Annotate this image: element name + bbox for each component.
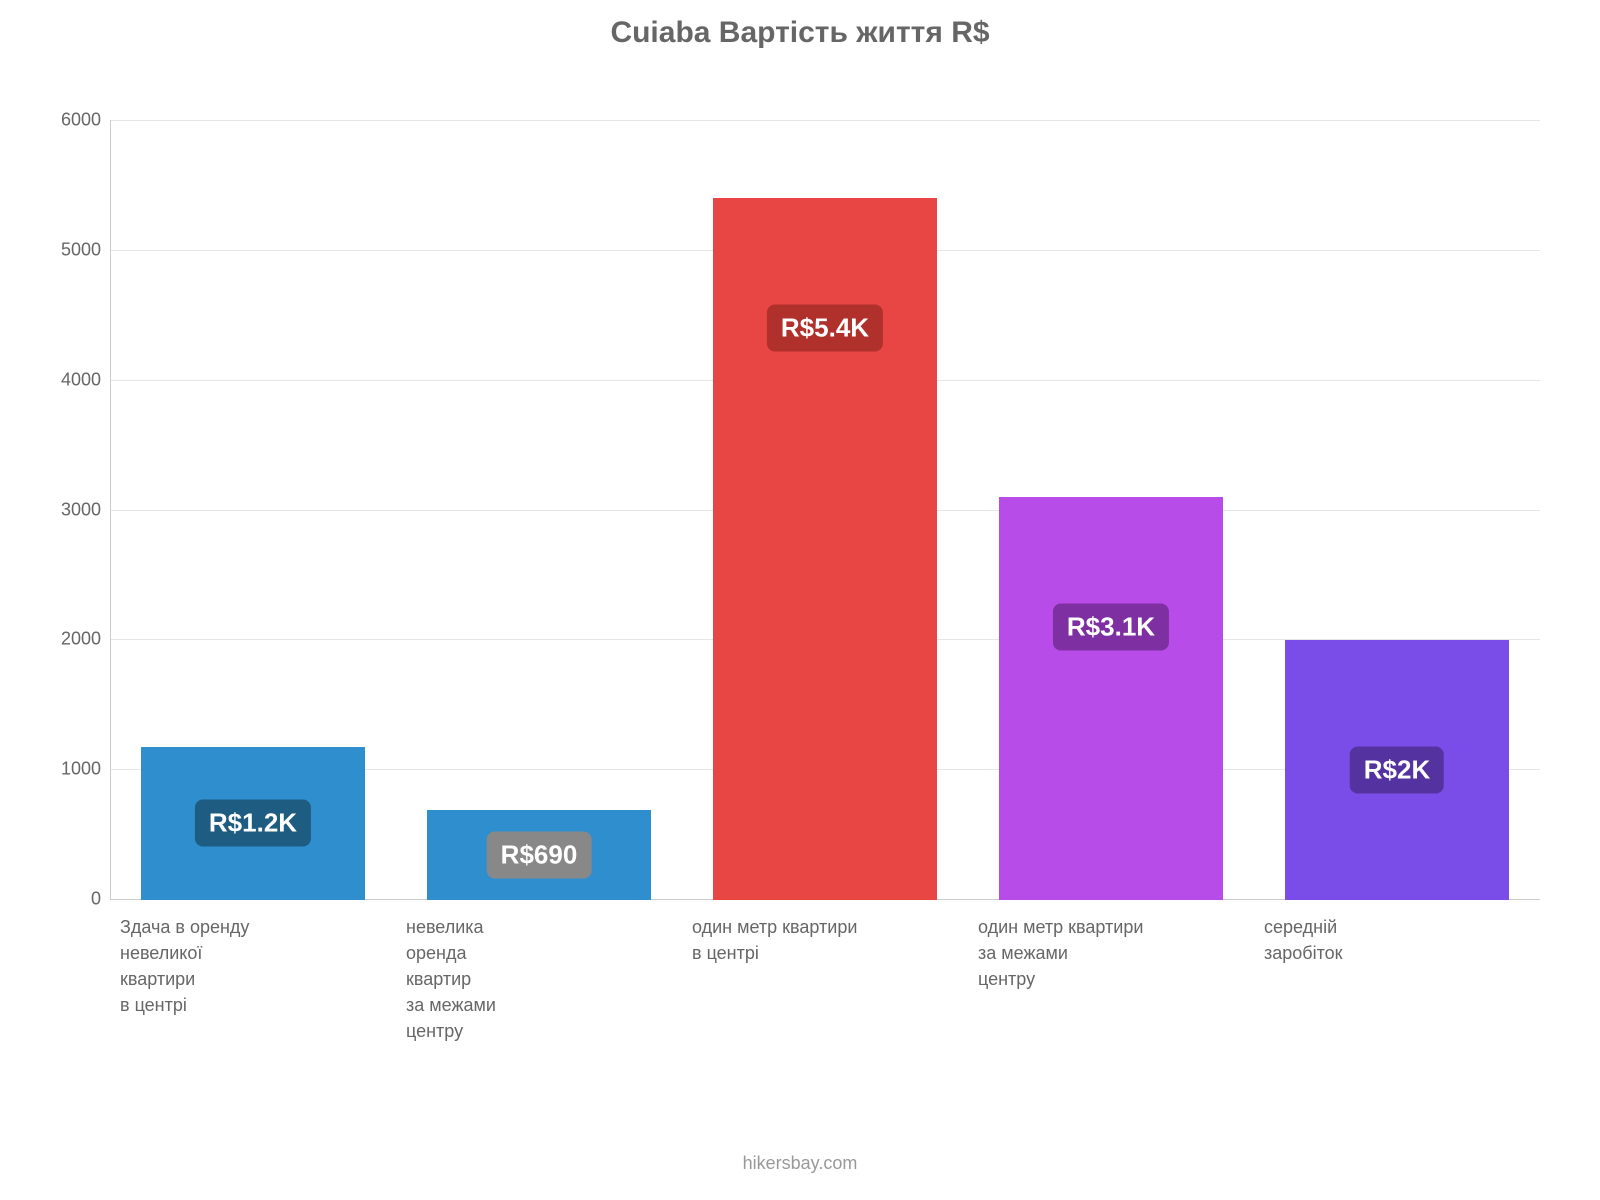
bar-slot: R$1.2K: [110, 120, 396, 900]
bar-value-label: R$5.4K: [767, 305, 883, 352]
bars-group: R$1.2K R$690 R$5.4K R$3.1K R$2K: [110, 120, 1540, 900]
bar: R$690: [427, 810, 650, 900]
bar-slot: R$3.1K: [968, 120, 1254, 900]
bar-value-label: R$3.1K: [1053, 604, 1169, 651]
y-tick-label: 5000: [61, 239, 111, 260]
plot-area: 0100020003000400050006000 R$1.2KR$690R$5…: [110, 120, 1540, 900]
x-label-slot: Здача в оренду невеликої квартири в цент…: [110, 900, 396, 1044]
bar-slot: R$2K: [1254, 120, 1540, 900]
x-axis-label: невелика оренда квартир за межами центру: [406, 914, 682, 1044]
chart-footer: hikersbay.com: [40, 1153, 1560, 1174]
y-tick-label: 0: [91, 889, 111, 910]
chart-container: Cuiaba Вартість життя R$ 0 1000 2000 3000 40…: [40, 10, 1560, 1190]
y-tick-label: 6000: [61, 110, 111, 131]
bar-value-label: R$2K: [1350, 747, 1444, 794]
bar-slot: R$690: [396, 120, 682, 900]
y-tick-label: 3000: [61, 499, 111, 520]
bar: R$3.1K: [999, 497, 1222, 900]
x-axis-label: один метр квартири за межами центру: [978, 914, 1254, 992]
x-axis-label: Здача в оренду невеликої квартири в цент…: [120, 914, 396, 1018]
bar: R$1.2K: [141, 747, 364, 900]
chart-title: Cuiaba Вартість життя R$: [40, 10, 1560, 60]
x-axis-label: один метр квартири в центрі: [692, 914, 968, 966]
y-tick-label: 1000: [61, 759, 111, 780]
bar-value-label: R$690: [487, 832, 592, 879]
bar-slot: R$5.4K: [682, 120, 968, 900]
x-label-slot: середній заробіток: [1254, 900, 1540, 1044]
x-axis-labels: Здача в оренду невеликої квартири в цент…: [110, 900, 1540, 1044]
x-axis-label: середній заробіток: [1264, 914, 1540, 966]
bar: R$5.4K: [713, 198, 936, 900]
bar: R$2K: [1285, 640, 1508, 900]
x-label-slot: невелика оренда квартир за межами центру: [396, 900, 682, 1044]
y-tick-label: 4000: [61, 369, 111, 390]
x-label-slot: один метр квартири за межами центру: [968, 900, 1254, 1044]
x-label-slot: один метр квартири в центрі: [682, 900, 968, 1044]
bar-value-label: R$1.2K: [195, 800, 311, 847]
y-tick-label: 2000: [61, 629, 111, 650]
